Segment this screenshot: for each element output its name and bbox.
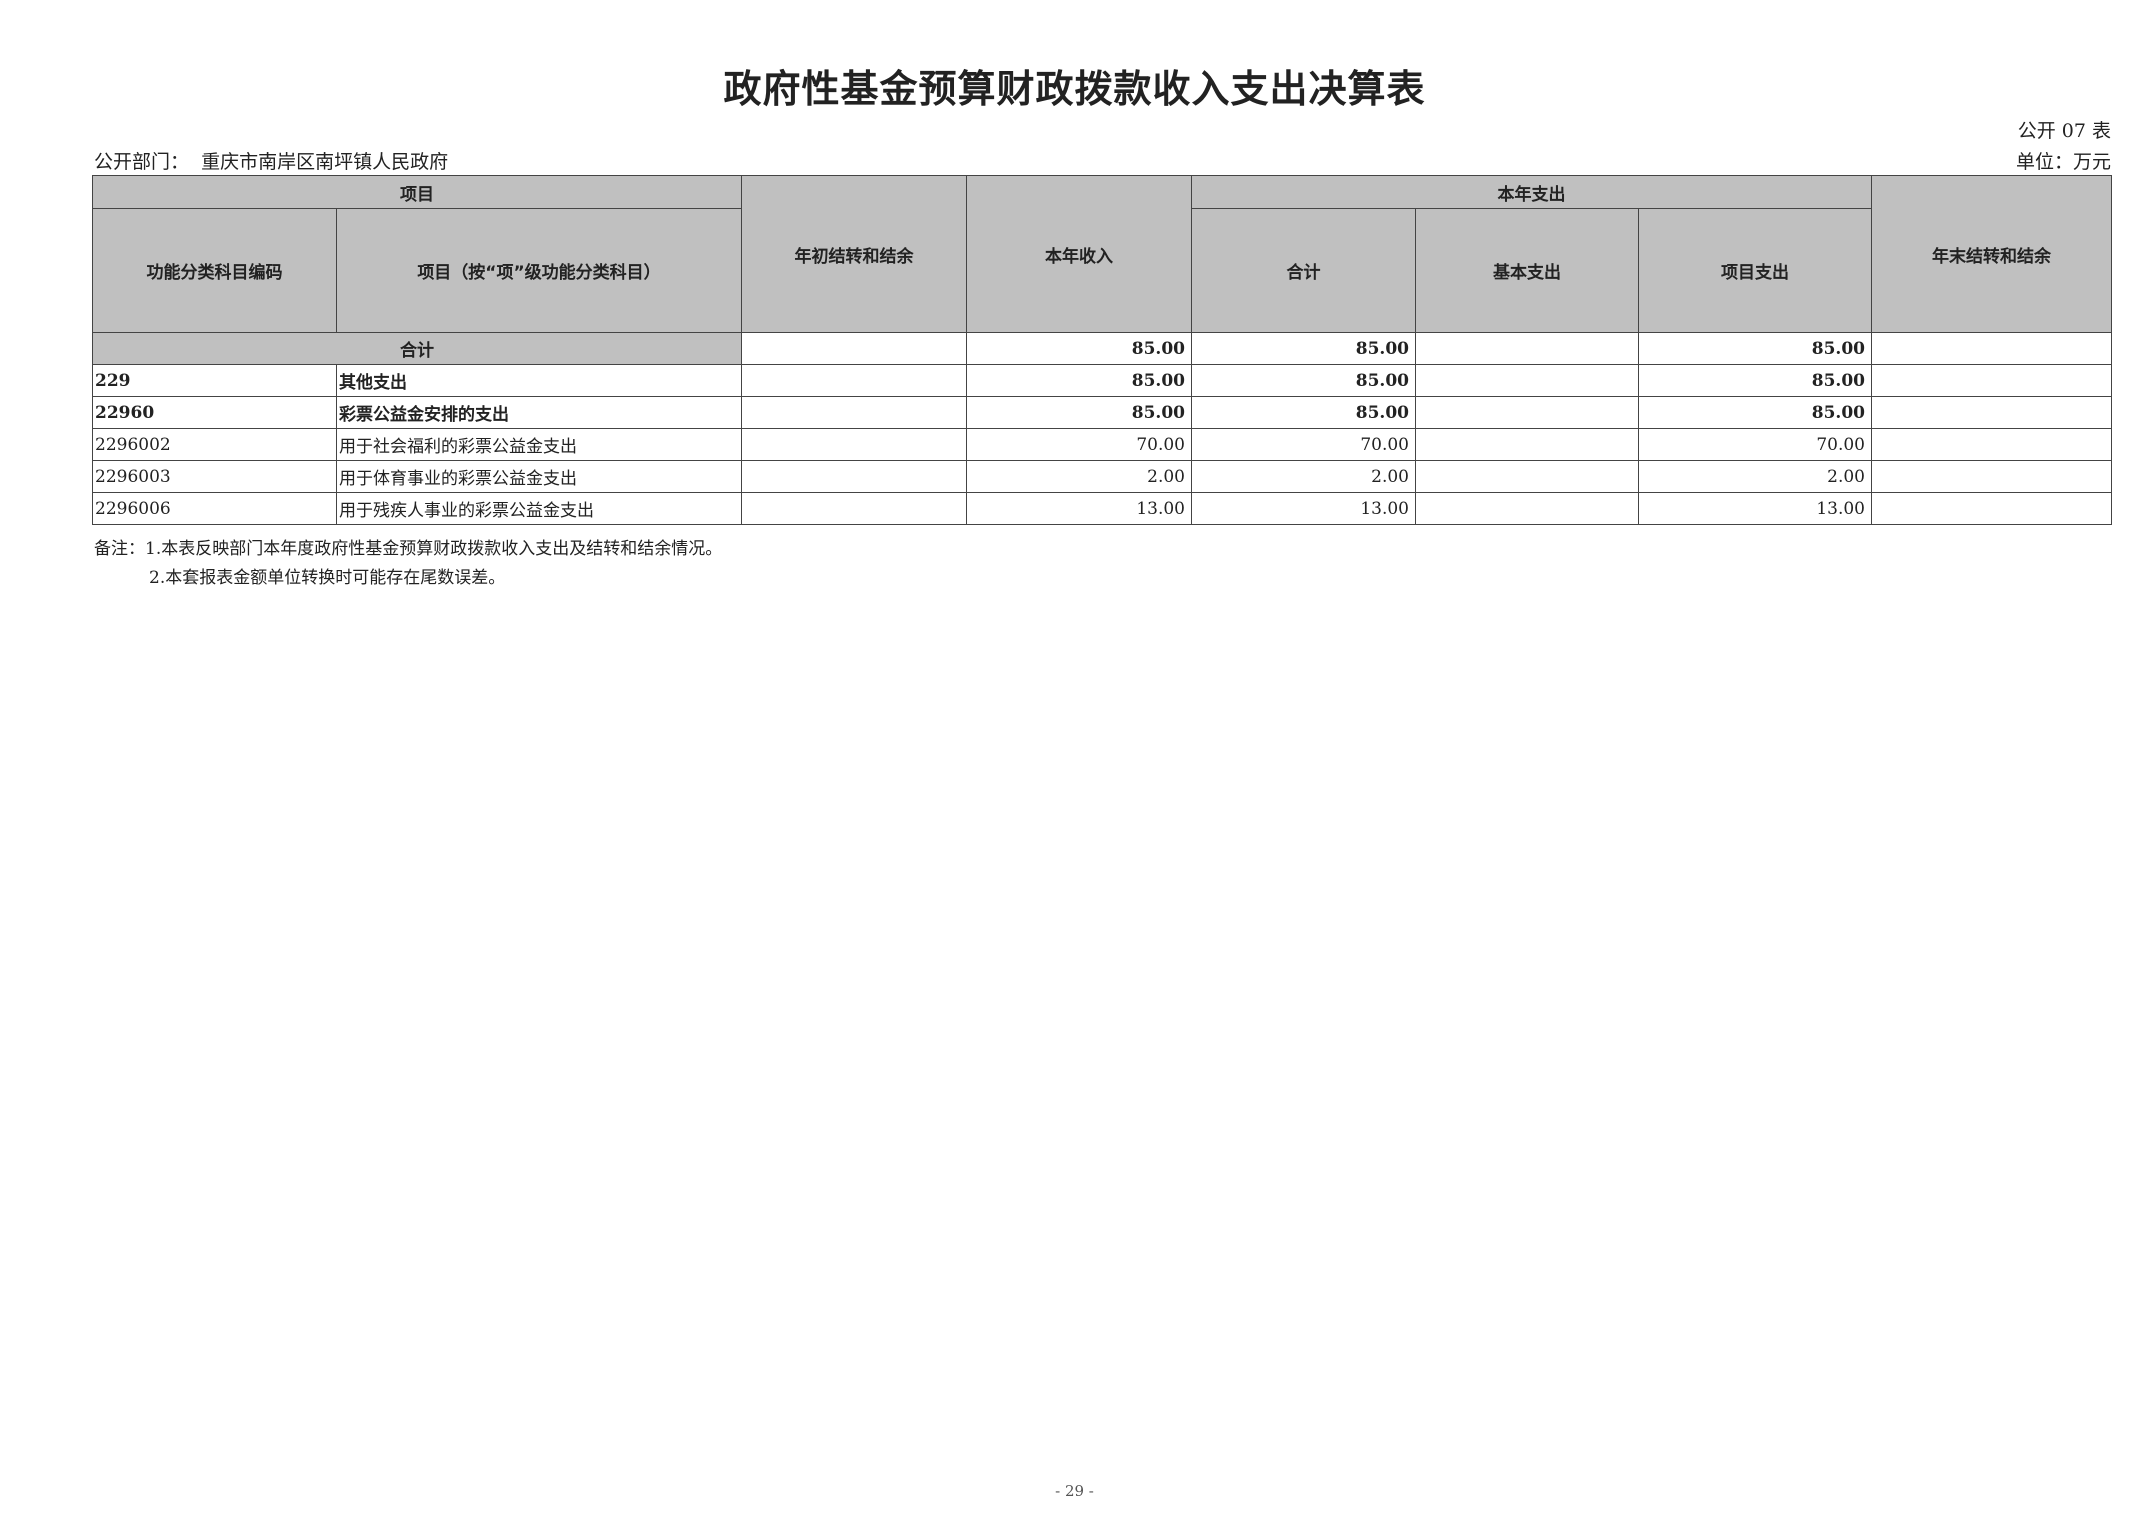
cell-project: 13.00 (1638, 492, 1872, 525)
cell-end (1871, 396, 2112, 429)
cell-income: 13.00 (966, 492, 1192, 525)
cell-income: 85.00 (966, 332, 1192, 365)
cell-income: 70.00 (966, 428, 1192, 461)
header-name: 项目（按“项”级功能分类科目） (336, 208, 742, 333)
header-end-balance: 年末结转和结余 (1871, 175, 2112, 333)
note-2: 2.本套报表金额单位转换时可能存在尾数误差。 (149, 568, 506, 588)
cell-name: 用于社会福利的彩票公益金支出 (336, 428, 742, 461)
cell-end (1871, 460, 2112, 493)
department-name: 重庆市南岸区南坪镇人民政府 (201, 151, 449, 173)
cell-project: 85.00 (1638, 396, 1872, 429)
total-row: 合计 85.00 85.00 85.00 (92, 332, 2112, 365)
cell-income: 2.00 (966, 460, 1192, 493)
department-label: 公开部门： (94, 151, 190, 173)
table-row: 2296006 用于残疾人事业的彩票公益金支出 13.00 13.00 13.0… (92, 492, 2112, 525)
cell-begin (741, 492, 967, 525)
cell-begin (741, 332, 967, 365)
cell-name: 其他支出 (336, 364, 742, 397)
budget-table: 项目 年初结转和结余 本年收入 本年支出 年末结转和结余 功能分类科目编码 项目… (92, 175, 2112, 525)
department-line: 公开部门： 重庆市南岸区南坪镇人民政府 (94, 147, 448, 174)
header-project-expense: 项目支出 (1638, 208, 1872, 333)
page-number: - 29 - (1055, 1482, 1094, 1500)
cell-code: 2296003 (92, 460, 337, 493)
header-project: 项目 (92, 175, 742, 209)
note-1: 备注：1.本表反映部门本年度政府性基金预算财政拨款收入支出及结转和结余情况。 (94, 539, 723, 559)
cell-project: 70.00 (1638, 428, 1872, 461)
cell-project: 85.00 (1638, 332, 1872, 365)
cell-total: 85.00 (1191, 396, 1416, 429)
cell-end (1871, 428, 2112, 461)
cell-total: 85.00 (1191, 364, 1416, 397)
cell-name: 用于残疾人事业的彩票公益金支出 (336, 492, 742, 525)
cell-begin (741, 364, 967, 397)
cell-basic (1415, 396, 1639, 429)
cell-name: 彩票公益金安排的支出 (336, 396, 742, 429)
cell-income: 85.00 (966, 396, 1192, 429)
cell-basic (1415, 428, 1639, 461)
cell-total: 85.00 (1191, 332, 1416, 365)
cell-end (1871, 332, 2112, 365)
cell-begin (741, 428, 967, 461)
table-row: 2296003 用于体育事业的彩票公益金支出 2.00 2.00 2.00 (92, 460, 2112, 493)
unit-label: 单位：万元 (2015, 151, 2111, 173)
page-title: 政府性基金预算财政拨款收入支出决算表 (723, 67, 1426, 111)
cell-basic (1415, 364, 1639, 397)
cell-basic (1415, 460, 1639, 493)
header-income: 本年收入 (966, 175, 1192, 333)
cell-income: 85.00 (966, 364, 1192, 397)
cell-project: 2.00 (1638, 460, 1872, 493)
cell-basic (1415, 332, 1639, 365)
header-total: 合计 (1191, 208, 1416, 333)
cell-total: 13.00 (1191, 492, 1416, 525)
cell-code: 229 (92, 364, 337, 397)
cell-begin (741, 460, 967, 493)
table-row: 229 其他支出 85.00 85.00 85.00 (92, 364, 2112, 397)
cell-project: 85.00 (1638, 364, 1872, 397)
table-row: 22960 彩票公益金安排的支出 85.00 85.00 85.00 (92, 396, 2112, 429)
cell-code: 22960 (92, 396, 337, 429)
cell-end (1871, 492, 2112, 525)
table-row: 2296002 用于社会福利的彩票公益金支出 70.00 70.00 70.00 (92, 428, 2112, 461)
header-begin-balance: 年初结转和结余 (741, 175, 967, 333)
cell-code: 2296006 (92, 492, 337, 525)
total-label: 合计 (92, 332, 742, 365)
cell-end (1871, 364, 2112, 397)
cell-name: 用于体育事业的彩票公益金支出 (336, 460, 742, 493)
cell-begin (741, 396, 967, 429)
header-basic: 基本支出 (1415, 208, 1639, 333)
cell-basic (1415, 492, 1639, 525)
header-code: 功能分类科目编码 (92, 208, 337, 333)
form-number: 公开 07 表 (2017, 120, 2111, 142)
header-expense: 本年支出 (1191, 175, 1872, 209)
cell-total: 2.00 (1191, 460, 1416, 493)
cell-code: 2296002 (92, 428, 337, 461)
cell-total: 70.00 (1191, 428, 1416, 461)
